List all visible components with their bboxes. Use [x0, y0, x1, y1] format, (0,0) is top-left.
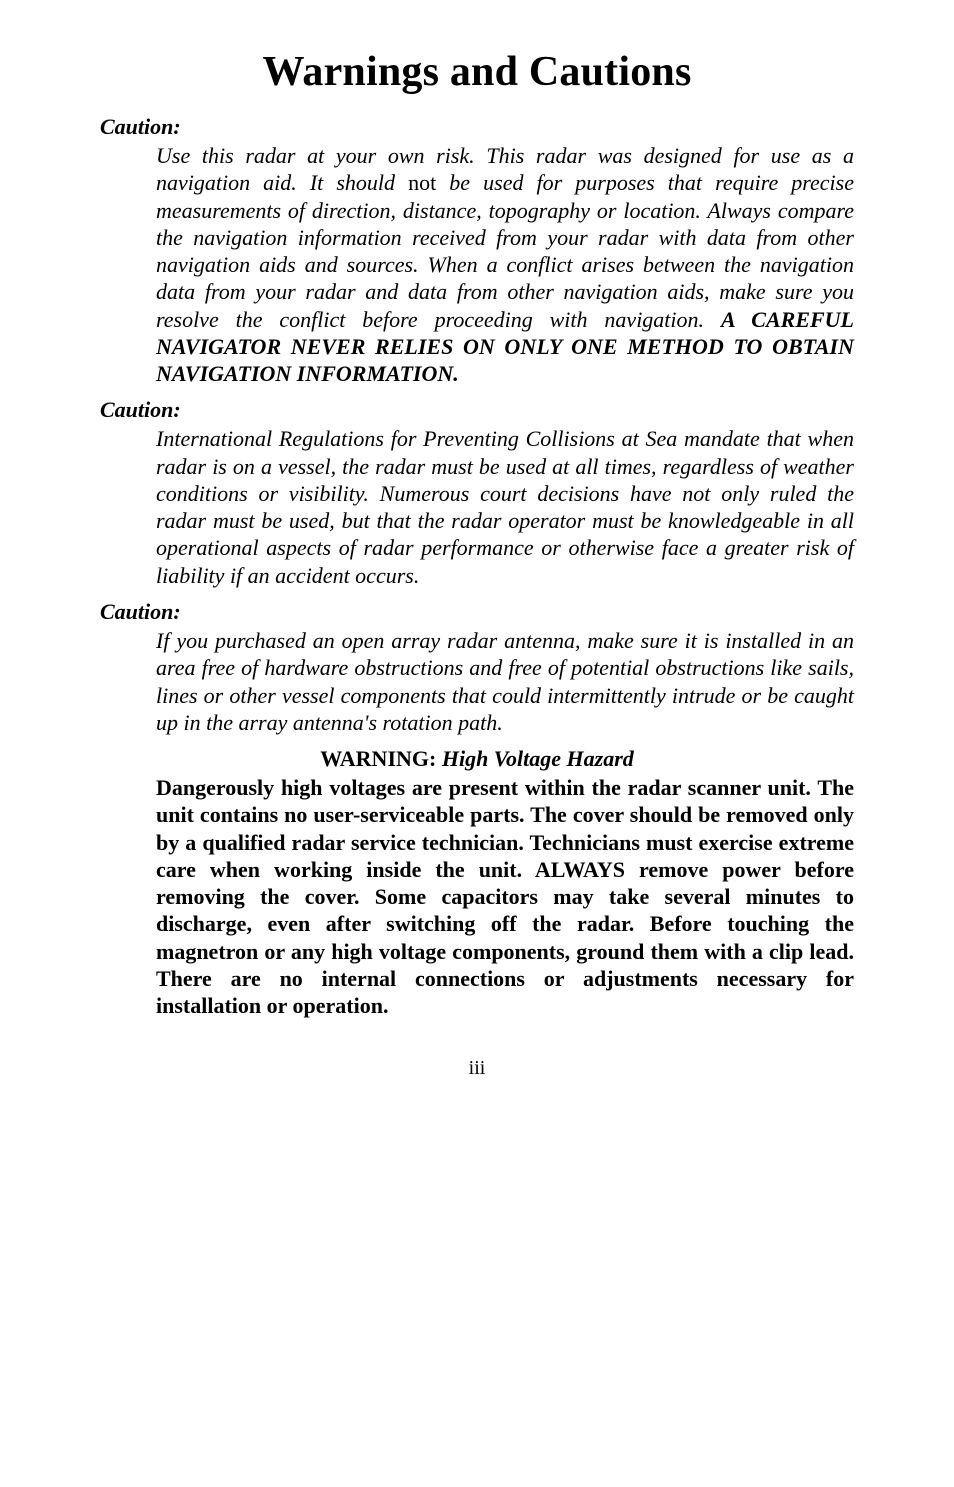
- caution-body: If you purchased an open array radar ant…: [156, 627, 854, 736]
- warning-section: WARNING: High Voltage Hazard Dangerously…: [100, 746, 854, 1019]
- caution-section-2: Caution: International Regulations for P…: [100, 397, 854, 589]
- caution-label: Caution:: [100, 114, 854, 140]
- caution-label: Caution:: [100, 397, 854, 423]
- caution-label: Caution:: [100, 599, 854, 625]
- warning-heading: WARNING: High Voltage Hazard: [100, 746, 854, 772]
- warning-body: Dangerously high voltages are present wi…: [156, 774, 854, 1019]
- text-run-plain: not: [408, 170, 436, 195]
- page-number: iii: [100, 1057, 854, 1080]
- page-title: Warnings and Cautions: [100, 48, 854, 96]
- caution-section-1: Caution: Use this radar at your own risk…: [100, 114, 854, 387]
- text-run: If you purchased an open array radar ant…: [156, 628, 854, 735]
- warning-label: WARNING:: [320, 746, 436, 771]
- text-run: International Regulations for Preventing…: [156, 426, 854, 587]
- caution-body: International Regulations for Preventing…: [156, 425, 854, 589]
- caution-body: Use this radar at your own risk. This ra…: [156, 142, 854, 387]
- caution-section-3: Caution: If you purchased an open array …: [100, 599, 854, 736]
- document-page: Warnings and Cautions Caution: Use this …: [0, 0, 954, 1487]
- warning-subtitle: High Voltage Hazard: [436, 746, 633, 771]
